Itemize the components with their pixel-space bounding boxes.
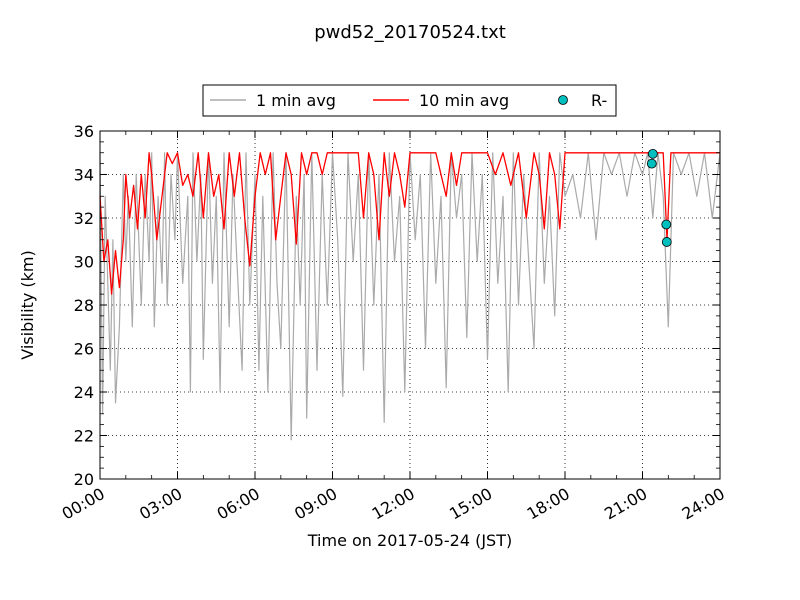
plot-area: [99, 148, 721, 441]
grid: [100, 131, 720, 479]
rain-point: [646, 158, 657, 169]
y-tick-label: 20: [74, 470, 94, 489]
legend-swatch-rain: [558, 95, 568, 105]
chart-title: pwd52_20170524.txt: [314, 22, 506, 43]
rain-point: [661, 219, 672, 230]
rain-point: [661, 237, 672, 247]
legend-label-rain: R-: [591, 91, 607, 110]
x-tick-label: 24:00: [679, 484, 728, 524]
legend-label-1min: 1 min avg: [256, 91, 336, 110]
legend: 1 min avg 10 min avg R-: [202, 84, 617, 117]
y-tick-label: 34: [74, 166, 94, 185]
rain-point: [647, 148, 658, 159]
y-tick-label: 22: [74, 427, 94, 446]
y-tick-label: 24: [74, 383, 94, 402]
x-axis-label: Time on 2017-05-24 (JST): [307, 531, 512, 550]
x-tick-label: 03:00: [136, 484, 185, 524]
y-tick-label: 36: [74, 122, 94, 141]
x-tick-label: 00:00: [59, 484, 108, 524]
legend-box: [202, 84, 617, 117]
x-tick-label: 21:00: [601, 484, 650, 524]
x-tick-label: 15:00: [446, 484, 495, 524]
y-tick-label: 30: [74, 253, 94, 272]
x-tick-label: 18:00: [524, 484, 573, 524]
x-tick-label: 09:00: [291, 484, 340, 524]
x-tick-label: 12:00: [369, 484, 418, 524]
series-line-10min-avg: [99, 152, 720, 295]
axes: 00:00 03:00 06:00 09:00 12:00 15:00 18:00 21:00…: [59, 122, 728, 524]
y-tick-label: 28: [74, 296, 94, 315]
y-tick-label: 26: [74, 340, 94, 359]
y-axis-label: Visibility (km): [18, 250, 37, 359]
x-tick-label: 06:00: [214, 484, 263, 524]
legend-label-10min: 10 min avg: [419, 91, 509, 110]
y-tick-label: 32: [74, 209, 94, 228]
